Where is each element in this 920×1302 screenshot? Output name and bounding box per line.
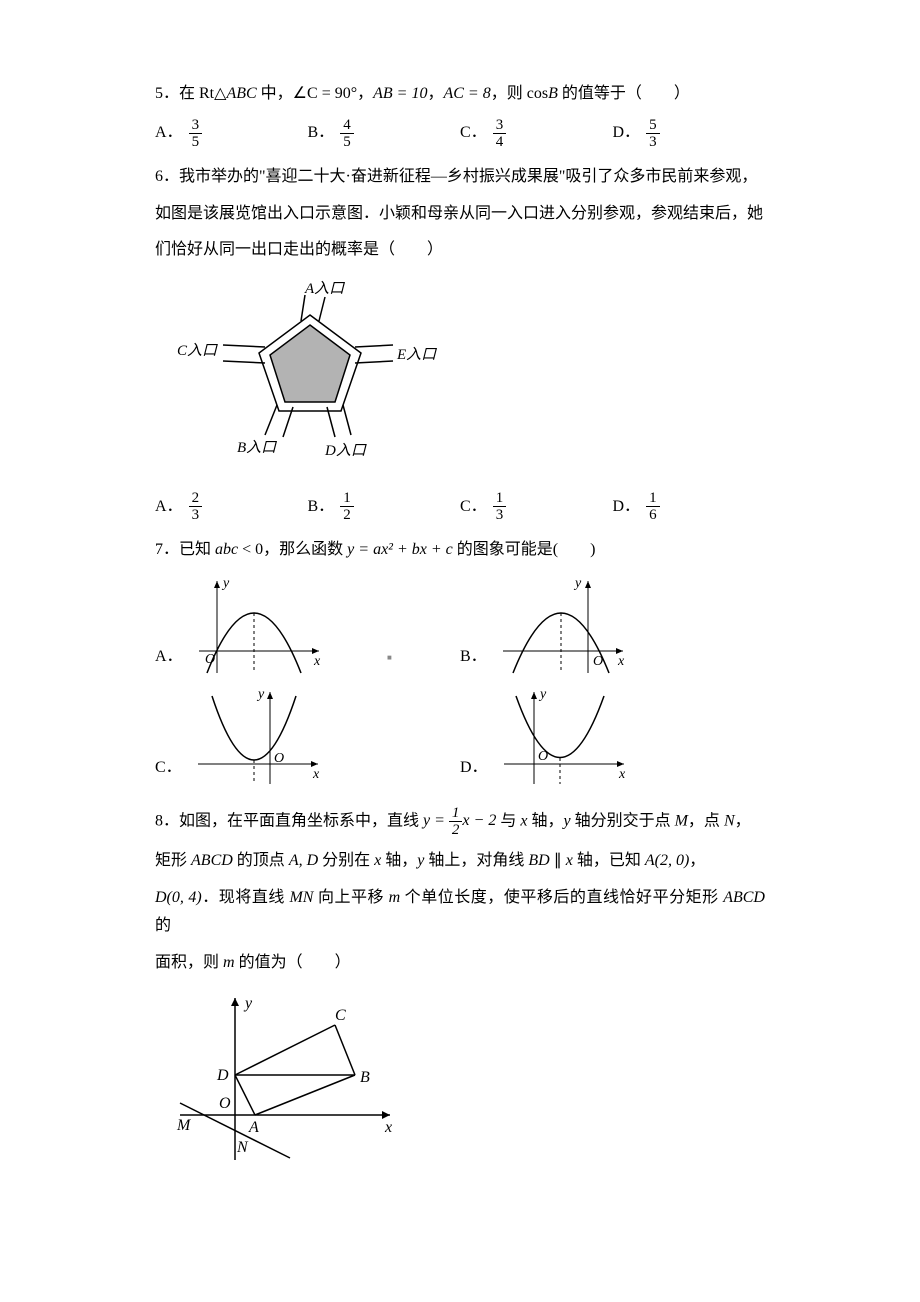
svg-text:x: x	[618, 767, 626, 782]
q7-fn: y = ax² + bx + c	[347, 541, 453, 558]
q6-opt-d: D．16	[613, 490, 766, 524]
q7-label-b: B．	[460, 643, 487, 678]
q7-cell-a: A． O x y	[155, 573, 460, 678]
svg-text:O: O	[274, 751, 284, 766]
q5-c2: ，	[427, 85, 443, 102]
coordinate-diagram-icon: y x O A B C D M N	[175, 990, 405, 1165]
q5-tail: 的值等于（ ）	[558, 85, 690, 102]
svg-text:D: D	[216, 1067, 229, 1084]
svg-text:x: x	[312, 767, 320, 782]
svg-text:O: O	[219, 1095, 231, 1112]
q6-line2: 如图是该展览馆出入口示意图．小颖和母亲从同一入口进入分别参观，参观结束后，她	[155, 200, 765, 229]
q8-p3: D(0, 4)．现将直线 MN 向上平移 m 个单位长度，使平移后的直线恰好平分…	[155, 884, 765, 942]
q5-after: ，则 cos	[491, 85, 548, 102]
svg-text:M: M	[176, 1117, 192, 1134]
svg-text:x: x	[617, 654, 625, 669]
q6-line3: 们恰好从同一出口走出的概率是（ ）	[155, 236, 765, 265]
label-b: B入口	[237, 439, 277, 456]
label-c: C入口	[177, 342, 218, 359]
q7-text: 7．已知 abc < 0，那么函数 y = ax² + bx + c 的图象可能…	[155, 536, 765, 565]
svg-text:y: y	[221, 576, 230, 591]
q5-opt-a: A．35	[155, 117, 308, 151]
q6-line1: 6．我市举办的"喜迎二十大·奋进新征程—乡村振兴成果展"吸引了众多市民前来参观，	[155, 163, 765, 192]
q6-options: A．23 B．12 C．13 D．16	[155, 490, 765, 524]
q5-b: B	[548, 85, 558, 102]
q5-ac: AC = 8	[443, 85, 490, 102]
q5-opt-b: B．45	[308, 117, 461, 151]
q5-text: 5．在 Rt△ABC 中，∠C = 90°，AB = 10，AC = 8，则 c…	[155, 80, 765, 109]
parabola-b-icon: O x y	[493, 573, 633, 678]
q7-lt: < 0	[238, 541, 263, 558]
svg-text:A: A	[248, 1119, 259, 1136]
q5-abc: ABC	[226, 85, 256, 102]
q7-abc: abc	[215, 541, 238, 558]
q8-diagram: y x O A B C D M N	[175, 990, 765, 1176]
q7-grid: A． O x y B． O x y C．	[155, 573, 765, 795]
q7-cell-d: D． O x y	[460, 684, 765, 789]
q8-p2: 矩形 ABCD 的顶点 A, D 分别在 x 轴，y 轴上，对角线 BD ∥ x…	[155, 847, 765, 876]
q8-p1: 8．如图，在平面直角坐标系中，直线 y = 12x − 2 与 x 轴，y 轴分…	[155, 805, 765, 839]
q5-angle: ∠C = 90°	[293, 85, 357, 102]
svg-text:y: y	[573, 576, 582, 591]
q8-p4: 面积，则 m 的值为（ ）	[155, 949, 765, 978]
q5-c1: ，	[357, 85, 373, 102]
q5-ab: AB = 10	[373, 85, 427, 102]
q5-opt-c: C．34	[460, 117, 613, 151]
q5-opt-d: D．53	[613, 117, 766, 151]
svg-text:y: y	[243, 995, 253, 1012]
question-7: 7．已知 abc < 0，那么函数 y = ax² + bx + c 的图象可能…	[155, 536, 765, 795]
parabola-c-icon: O x y	[188, 684, 328, 789]
q7-label-c: C．	[155, 754, 182, 789]
q5-pre: 5．在 Rt△	[155, 85, 226, 102]
q6-diagram: A入口 E入口 C入口 D入口 B入口	[175, 277, 765, 478]
q5-mid1: 中，	[257, 85, 293, 102]
svg-text:x: x	[384, 1119, 392, 1136]
label-e: E入口	[396, 346, 437, 363]
q6-opt-b: B．12	[308, 490, 461, 524]
question-8: 8．如图，在平面直角坐标系中，直线 y = 12x − 2 与 x 轴，y 轴分…	[155, 805, 765, 1176]
q6-opt-c: C．13	[460, 490, 613, 524]
q7-label-d: D．	[460, 754, 488, 789]
pentagon-icon: A入口 E入口 C入口 D入口 B入口	[175, 277, 465, 467]
q7-label-a: A．	[155, 643, 183, 678]
svg-text:N: N	[236, 1139, 249, 1156]
q7-mid: ，那么函数	[263, 541, 347, 558]
parabola-a-icon: O x y	[189, 573, 329, 678]
question-6: 6．我市举办的"喜迎二十大·奋进新征程—乡村振兴成果展"吸引了众多市民前来参观，…	[155, 163, 765, 524]
svg-text:y: y	[538, 687, 547, 702]
q5-options: A．35 B．45 C．34 D．53	[155, 117, 765, 151]
q6-opt-a: A．23	[155, 490, 308, 524]
label-a: A入口	[304, 280, 345, 297]
svg-text:y: y	[256, 687, 265, 702]
q7-tail: 的图象可能是( )	[453, 541, 596, 558]
parabola-d-icon: O x y	[494, 684, 634, 789]
question-5: 5．在 Rt△ABC 中，∠C = 90°，AB = 10，AC = 8，则 c…	[155, 80, 765, 151]
q7-pre: 7．已知	[155, 541, 215, 558]
svg-text:B: B	[360, 1069, 370, 1086]
mid-marker-icon: ■	[387, 651, 392, 665]
svg-text:C: C	[335, 1007, 346, 1024]
label-d: D入口	[324, 442, 367, 459]
q7-cell-c: C． O x y	[155, 684, 460, 789]
q7-cell-b: B． O x y	[460, 573, 765, 678]
svg-text:x: x	[313, 654, 321, 669]
